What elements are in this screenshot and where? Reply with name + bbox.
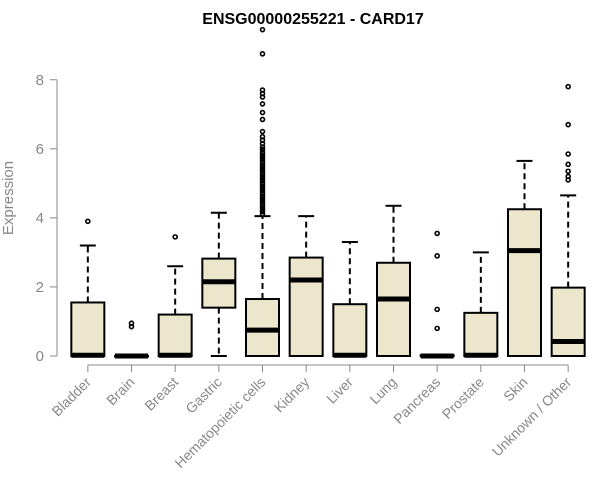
box-group [114,320,149,359]
outlier-point [259,101,266,107]
outlier-point [259,208,266,215]
x-tick-label: Lung [366,374,399,407]
outlier-point [259,159,266,166]
x-tick-label: Brain [103,374,137,408]
outlier-point [259,180,266,187]
outlier-point [259,133,266,140]
outlier-point [434,306,440,313]
outlier-point [565,161,571,168]
outlier-point [259,190,266,197]
box-group [70,218,106,358]
y-tick-label: 8 [36,72,44,89]
outlier-point [259,152,266,158]
outlier-point [434,253,440,259]
box-iqr [332,303,368,357]
outlier-point [259,167,266,174]
outlier-point [565,83,571,90]
box-iqr [70,301,106,357]
outlier-point [259,128,266,135]
x-tick-label: Pancreas [390,374,443,427]
box-group [201,211,237,357]
x-tick-label: Gastric [182,374,225,417]
outlier-point [565,173,571,180]
outlier-point [259,193,266,200]
box-group [463,251,499,358]
box-iqr [157,313,193,357]
y-tick-label: 0 [36,348,44,365]
outlier-point [259,162,266,169]
chart-title: ENSG00000255221 - CARD17 [202,11,424,28]
outlier-point [259,26,266,33]
outlier-point [259,188,266,194]
outlier-point [259,109,266,116]
outlier-point [259,146,266,153]
outlier-point [259,154,266,161]
box-group [245,26,280,357]
box-group [376,204,411,357]
outlier-point [565,151,571,157]
box-iqr [507,208,542,357]
y-tick-label: 4 [36,210,44,227]
x-tick-label: Skin [500,374,531,405]
outlier-point [565,121,571,128]
outlier-point [259,196,266,202]
outlier-point [259,172,266,179]
outlier-point [259,165,266,171]
x-tick-label: Kidney [271,374,313,416]
y-tick-label: 2 [36,279,44,296]
outlier-point [259,198,266,205]
y-tick-label: 6 [36,141,44,158]
outlier-point [434,230,440,237]
outlier-point [259,149,266,156]
x-tick-label: Prostate [439,374,487,422]
x-tick-label: Bladder [49,374,95,420]
box-group [288,215,324,357]
box-iqr [376,261,411,357]
box-group [550,83,586,357]
box-series [70,26,586,359]
outlier-point [259,170,266,176]
box-group [507,159,542,357]
box-iqr [550,286,586,357]
outlier-point [259,201,266,207]
box-group [332,241,368,358]
outlier-point [259,185,266,192]
x-tick-label: Breast [141,374,181,414]
outlier-point [85,218,91,225]
box-iqr [245,298,280,357]
outlier-point [259,177,266,184]
outlier-point [434,325,440,332]
box-iqr [288,256,324,357]
outlier-point [128,320,135,326]
box-iqr [463,311,499,357]
outlier-point [259,183,266,189]
outlier-point [259,204,266,210]
y-axis-label: Expression [0,161,17,235]
box-group [157,234,193,358]
x-tick-label: Liver [323,374,356,407]
outlier-point [259,116,266,123]
x-tick-label: Unknown / Other [489,374,575,460]
outlier-point [259,175,266,181]
outlier-point [259,87,266,93]
outlier-point [259,51,266,57]
outlier-point [172,234,178,240]
outlier-point [259,206,266,213]
outlier-point [565,168,571,175]
box-group [419,230,455,359]
outlier-point [259,211,266,218]
outlier-point [259,157,266,163]
y-axis: 0 2 4 6 8 [36,72,58,365]
